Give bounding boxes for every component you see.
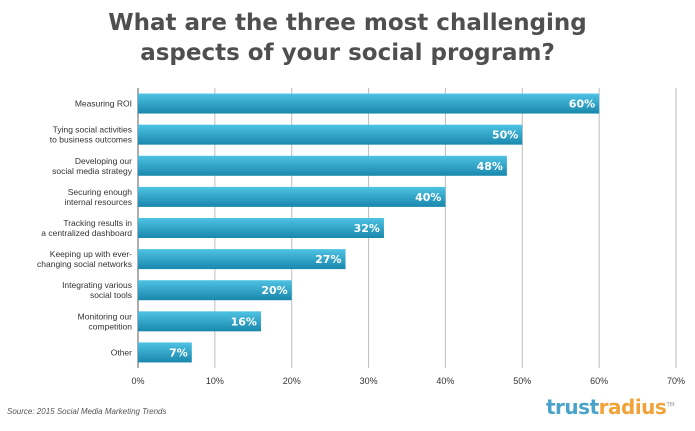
category-label: changing social networks xyxy=(37,259,132,269)
bar xyxy=(138,155,507,176)
bar-value-label: 16% xyxy=(231,315,257,328)
x-tick-label: 70% xyxy=(667,376,685,386)
category-label: competition xyxy=(89,321,133,331)
category-label: Securing enough xyxy=(68,187,133,197)
trustradius-logo: trustradiusTM xyxy=(546,395,675,419)
category-label: Measuring ROI xyxy=(75,99,132,109)
logo-part-radius: radius xyxy=(598,395,667,419)
bar-value-label: 7% xyxy=(169,346,188,359)
bar xyxy=(138,249,346,270)
source-note: Source: 2015 Social Media Marketing Tren… xyxy=(7,407,167,416)
category-label: Tying social activities xyxy=(53,125,132,135)
category-label: Developing our xyxy=(75,156,132,166)
x-tick-label: 20% xyxy=(283,376,301,386)
chart-title-line-2: aspects of your social program? xyxy=(140,40,555,66)
bar-value-label: 27% xyxy=(315,253,341,266)
logo-part-trust: trust xyxy=(546,395,599,419)
category-label: Keeping up with ever- xyxy=(50,249,132,259)
category-label: internal resources xyxy=(64,197,132,207)
bar xyxy=(138,280,292,301)
category-label: Integrating various xyxy=(62,280,132,290)
category-label: Tracking results in xyxy=(63,218,132,228)
x-tick-label: 50% xyxy=(513,376,531,386)
chart-title: What are the three most challenging aspe… xyxy=(0,8,695,68)
bar-value-label: 48% xyxy=(477,160,503,173)
category-label: social tools xyxy=(90,290,132,300)
bar-value-label: 40% xyxy=(415,191,441,204)
x-tick-label: 0% xyxy=(131,376,144,386)
category-label: a centralized dashboard xyxy=(41,228,132,238)
chart-title-line-1: What are the three most challenging xyxy=(108,10,587,36)
logo-trademark: TM xyxy=(666,401,675,409)
bar-value-label: 60% xyxy=(569,98,595,111)
bar xyxy=(138,186,446,207)
category-label: to business outcomes xyxy=(50,135,132,145)
bar xyxy=(138,218,384,238)
x-tick-label: 40% xyxy=(436,376,454,386)
category-label: Other xyxy=(111,347,132,357)
bar xyxy=(138,124,523,145)
x-tick-label: 10% xyxy=(206,376,224,386)
category-label: Monitoring our xyxy=(78,311,133,321)
bar-value-label: 20% xyxy=(261,284,287,297)
bar xyxy=(138,311,261,332)
bar-value-label: 50% xyxy=(492,129,518,142)
x-tick-label: 30% xyxy=(360,376,378,386)
bar-value-label: 32% xyxy=(354,222,380,235)
bar xyxy=(138,342,192,363)
category-label: social media strategy xyxy=(52,166,133,176)
x-tick-label: 60% xyxy=(590,376,608,386)
bar xyxy=(138,93,600,114)
